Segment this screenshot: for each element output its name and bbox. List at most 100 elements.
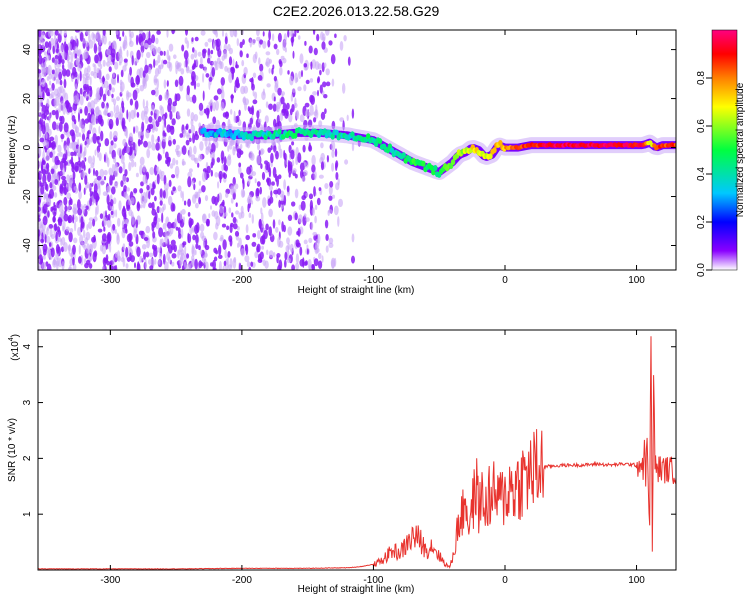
spectrogram-noise-blob — [323, 37, 326, 42]
spectrogram-noise-blob — [113, 143, 117, 149]
spectrogram-noise-blob — [224, 249, 227, 259]
spectrogram-noise-blob — [321, 255, 324, 263]
snr-y-tick-label: 1 — [22, 511, 33, 517]
spectrogram-noise-blob — [290, 149, 295, 160]
spectrogram-noise-blob — [191, 180, 195, 186]
spectrogram-noise-blob — [108, 89, 112, 97]
spectrogram-y-tick-label: -20 — [22, 189, 33, 204]
spectrogram-noise-blob — [42, 142, 45, 153]
spectrogram-x-tick-label: -100 — [363, 275, 383, 286]
spectrogram-noise-blob — [245, 142, 249, 148]
spectrogram-noise-blob — [162, 203, 166, 211]
spectrogram-noise-blob — [74, 30, 80, 33]
spectrogram-noise-blob — [87, 184, 92, 189]
snr-frame — [37, 329, 677, 571]
spectrogram-noise-blob — [270, 190, 273, 198]
spectrogram-noise-blob — [329, 181, 334, 188]
spectrogram-noise-blob — [128, 232, 133, 242]
spectrogram-noise-blob — [44, 191, 47, 199]
spectrogram-noise-blob — [160, 106, 165, 117]
spectrogram-noise-blob — [47, 210, 50, 218]
spectrogram-noise-blob — [84, 140, 87, 146]
spectrogram-noise-blob — [292, 159, 295, 166]
spectrogram-noise-blob — [271, 33, 275, 42]
spectrogram-noise-blob — [82, 73, 85, 79]
spectrogram-noise-blob — [145, 100, 149, 108]
spectrogram-noise-blob — [115, 30, 119, 36]
spectrogram-noise-blob — [232, 223, 238, 230]
spectrogram-noise-blob — [262, 40, 267, 49]
spectrogram-noise-blob — [308, 237, 313, 243]
spectrogram-noise-blob — [331, 162, 335, 172]
spectrogram-noise-blob — [59, 185, 64, 194]
snr-panel: -300 -200 -100 0 100 1 2 3 4 Height of straight… — [7, 329, 677, 595]
colorbar: 0.0 0.2 0.4 0.6 0.8 Normalized spectral ampl… — [696, 29, 746, 277]
spectrogram-noise-blob — [157, 46, 161, 54]
spectrogram-noise-blob — [59, 44, 64, 52]
spectrogram-noise-blob — [69, 228, 74, 233]
spectrogram-noise-blob — [60, 115, 65, 125]
spectrogram-noise-blob — [126, 145, 130, 154]
spectrogram-noise-blob — [88, 243, 94, 254]
spectrogram-noise-blob — [59, 79, 63, 86]
spectrogram-noise-blob — [163, 182, 169, 191]
spectrogram-noise-blob — [254, 251, 259, 259]
spectrogram-noise-blob — [268, 208, 273, 218]
spectrogram-noise-blob — [317, 233, 321, 244]
spectrogram-noise-blob — [48, 87, 53, 92]
spectrogram-noise-blob — [291, 141, 295, 146]
spectrogram-noise-blob — [105, 254, 109, 262]
spectrogram-noise-blob — [296, 30, 300, 34]
spectrogram-ridge-point — [431, 169, 436, 176]
spectrogram-noise-blob — [65, 43, 69, 54]
spectrogram-noise-blob — [54, 88, 59, 96]
spectrogram-noise-blob — [57, 144, 62, 153]
spectrogram-noise-blob — [337, 178, 340, 186]
spectrogram-noise-blob — [113, 130, 118, 139]
spectrogram-noise-blob — [136, 111, 140, 118]
spectrogram-noise-blob — [41, 261, 47, 270]
spectrogram-noise-blob — [287, 243, 291, 251]
spectrogram-noise-blob — [134, 161, 137, 168]
spectrogram-noise-blob — [254, 91, 258, 100]
spectrogram-noise-blob — [323, 94, 328, 99]
spectrogram-noise-blob — [297, 152, 302, 163]
spectrogram-noise-blob — [259, 148, 265, 155]
spectrogram-noise-blob — [272, 64, 275, 70]
spectrogram-noise-blob — [109, 110, 114, 118]
spectrogram-noise-blob — [211, 210, 216, 217]
spectrogram-noise-blob — [268, 167, 272, 178]
spectrogram-noise-blob — [93, 190, 98, 200]
spectrogram-noise-blob — [151, 89, 156, 96]
spectrogram-noise-blob — [265, 101, 269, 108]
spectrogram-noise-blob — [135, 172, 139, 178]
spectrogram-noise-blob — [102, 93, 107, 102]
spectrogram-noise-blob — [273, 251, 276, 258]
spectrogram-noise-blob — [187, 176, 192, 188]
spectrogram-noise-blob — [117, 111, 122, 120]
spectrogram-y-tick-label: 0 — [22, 144, 33, 150]
spectrogram-noise-blob — [182, 129, 187, 134]
spectrogram-noise-blob — [68, 50, 72, 56]
spectrogram-noise-blob — [154, 195, 157, 202]
spectrogram-noise-blob — [265, 223, 269, 231]
spectrogram-noise-blob — [236, 38, 239, 47]
spectrogram-noise-blob — [112, 256, 115, 267]
spectrogram-noise-blob — [233, 30, 237, 37]
spectrogram-noise-blob — [191, 255, 195, 262]
spectrogram-noise-blob — [220, 77, 225, 86]
spectrogram-noise-blob — [269, 196, 274, 204]
spectrogram-noise-blob — [144, 64, 149, 74]
spectrogram-noise-blob — [118, 166, 123, 174]
spectrogram-noise-blob — [77, 226, 82, 236]
spectrogram-noise-blob — [74, 126, 80, 133]
spectrogram-noise-blob — [325, 245, 329, 253]
spectrogram-noise-blob — [300, 200, 306, 211]
spectrogram-noise-blob — [57, 237, 62, 242]
spectrogram-noise-blob — [167, 156, 171, 163]
spectrogram-noise-blob — [54, 192, 58, 198]
spectrogram-noise-blob — [225, 192, 229, 198]
spectrogram-noise-blob — [91, 114, 95, 125]
spectrogram-ridge-point — [450, 159, 456, 166]
